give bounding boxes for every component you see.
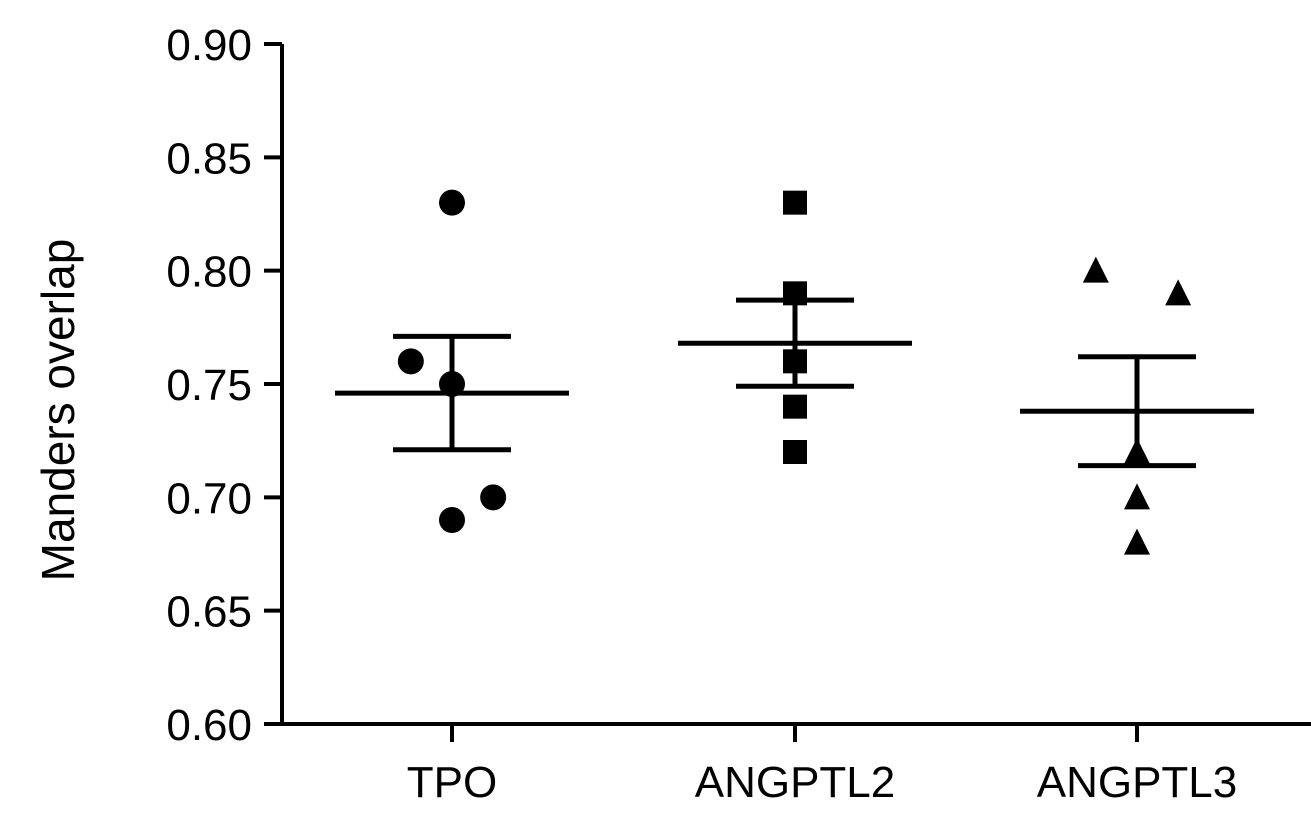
group-angptl3 (1020, 256, 1254, 555)
data-point (783, 190, 807, 215)
data-point (1082, 256, 1109, 283)
x-tick-label: TPO (407, 758, 497, 807)
y-ticks: 0.60 0.65 0.70 0.75 0.80 0.85 0.90 (166, 21, 282, 750)
data-point (1165, 279, 1192, 306)
y-tick-label: 0.65 (166, 588, 252, 637)
data-point (439, 507, 465, 533)
x-ticks: TPO ANGPTL2 ANGPTL3 (407, 724, 1237, 807)
group-angptl2 (678, 190, 912, 464)
data-point (1124, 483, 1150, 510)
y-axis-label: Manders overlap (32, 239, 84, 582)
data-point (1124, 528, 1150, 555)
data-point (783, 440, 807, 464)
y-tick-label: 0.90 (166, 21, 252, 70)
y-tick-label: 0.60 (166, 701, 252, 750)
x-tick-label: ANGPTL3 (1037, 758, 1238, 807)
data-point (480, 484, 507, 511)
group-tpo (335, 189, 569, 533)
data-point (397, 348, 424, 375)
y-tick-label: 0.80 (166, 248, 252, 297)
y-tick-label: 0.85 (166, 134, 252, 183)
y-tick-label: 0.75 (166, 361, 252, 410)
x-tick-label: ANGPTL2 (695, 758, 896, 807)
data-point (783, 394, 807, 419)
y-tick-label: 0.70 (166, 474, 252, 523)
data-point (439, 189, 465, 216)
data-groups (335, 189, 1254, 555)
